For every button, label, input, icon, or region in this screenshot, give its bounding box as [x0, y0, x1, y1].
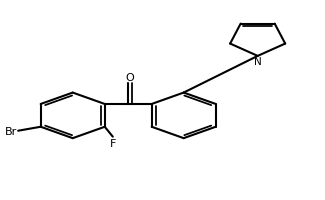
Text: Br: Br: [5, 126, 17, 136]
Text: N: N: [254, 57, 262, 67]
Text: F: F: [110, 138, 116, 148]
Text: O: O: [126, 73, 135, 83]
